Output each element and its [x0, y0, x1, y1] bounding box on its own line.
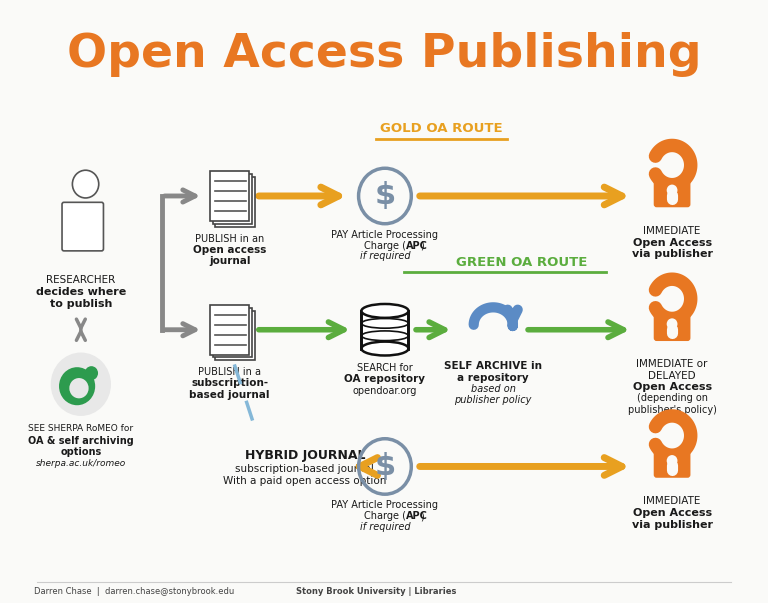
Circle shape — [667, 318, 677, 330]
Text: decides where
to publish: decides where to publish — [36, 287, 126, 309]
FancyBboxPatch shape — [216, 177, 255, 227]
Circle shape — [69, 378, 88, 399]
Text: PUBLISH in an: PUBLISH in an — [195, 233, 264, 244]
FancyBboxPatch shape — [213, 308, 252, 358]
Circle shape — [84, 366, 98, 380]
Circle shape — [667, 185, 677, 196]
Text: a repository: a repository — [458, 373, 529, 384]
Text: GREEN OA ROUTE: GREEN OA ROUTE — [455, 256, 588, 269]
Text: Open Access Publishing: Open Access Publishing — [67, 32, 701, 77]
Circle shape — [59, 367, 95, 405]
FancyBboxPatch shape — [654, 178, 690, 207]
FancyBboxPatch shape — [216, 311, 255, 361]
Text: PUBLISH in a: PUBLISH in a — [198, 367, 261, 377]
Text: Open Access: Open Access — [633, 382, 712, 392]
Text: Stony Brook University | Libraries: Stony Brook University | Libraries — [296, 587, 456, 596]
FancyBboxPatch shape — [654, 449, 690, 478]
Text: if required: if required — [359, 251, 410, 262]
FancyBboxPatch shape — [62, 203, 104, 251]
Circle shape — [72, 170, 99, 198]
Text: subscription-
based journal: subscription- based journal — [190, 378, 270, 400]
Text: SEE SHERPA RoMEO for: SEE SHERPA RoMEO for — [28, 424, 134, 433]
Text: ): ) — [421, 241, 425, 251]
Text: IMMEDIATE: IMMEDIATE — [644, 226, 700, 236]
Text: Darren Chase  |  darren.chase@stonybrook.edu: Darren Chase | darren.chase@stonybrook.e… — [34, 587, 234, 596]
Text: (depending on
publisher's policy): (depending on publisher's policy) — [627, 393, 717, 415]
Text: opendoar.org: opendoar.org — [353, 386, 417, 396]
Text: With a paid open access option: With a paid open access option — [223, 476, 386, 487]
Text: APC: APC — [406, 511, 428, 521]
Circle shape — [51, 353, 111, 416]
Ellipse shape — [362, 342, 409, 356]
Ellipse shape — [362, 304, 409, 318]
Text: HYBRID JOURNAL: HYBRID JOURNAL — [245, 449, 365, 462]
Text: APC: APC — [406, 241, 428, 251]
Text: publisher policy: publisher policy — [455, 395, 532, 405]
Text: IMMEDIATE: IMMEDIATE — [644, 496, 700, 506]
Text: GOLD OA ROUTE: GOLD OA ROUTE — [380, 122, 503, 135]
FancyBboxPatch shape — [210, 171, 250, 221]
Text: SEARCH for: SEARCH for — [357, 364, 413, 373]
Text: Open access
journal: Open access journal — [193, 245, 266, 266]
Text: sherpa.ac.uk/romeo: sherpa.ac.uk/romeo — [36, 458, 126, 467]
Text: based on: based on — [471, 384, 515, 394]
FancyBboxPatch shape — [213, 174, 252, 224]
Text: RESEARCHER: RESEARCHER — [46, 275, 115, 285]
Text: subscription-based journal: subscription-based journal — [236, 464, 374, 475]
Text: PAY Article Processing: PAY Article Processing — [332, 500, 439, 510]
FancyBboxPatch shape — [654, 312, 690, 341]
Text: if required: if required — [359, 522, 410, 532]
Bar — [362, 311, 409, 349]
Text: $: $ — [374, 452, 396, 481]
Text: SELF ARCHIVE in: SELF ARCHIVE in — [444, 361, 542, 371]
Text: IMMEDIATE or
DELAYED: IMMEDIATE or DELAYED — [637, 359, 708, 381]
Text: PAY Article Processing: PAY Article Processing — [332, 230, 439, 239]
Text: ): ) — [421, 511, 425, 521]
FancyBboxPatch shape — [210, 305, 250, 355]
Text: $: $ — [374, 182, 396, 210]
Circle shape — [667, 455, 677, 466]
Text: OA repository: OA repository — [344, 374, 425, 384]
Text: Charge (: Charge ( — [364, 511, 406, 521]
Text: OA & self archiving
options: OA & self archiving options — [28, 436, 134, 457]
Text: Open Access
via publisher: Open Access via publisher — [631, 238, 713, 259]
Text: Charge (: Charge ( — [364, 241, 406, 251]
Text: Open Access
via publisher: Open Access via publisher — [631, 508, 713, 529]
